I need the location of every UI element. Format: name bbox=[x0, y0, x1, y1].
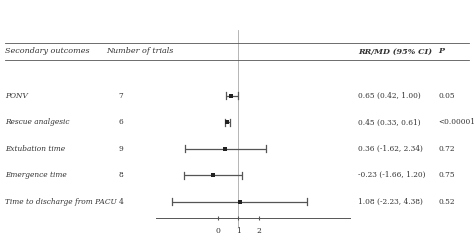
Text: 9: 9 bbox=[118, 145, 123, 153]
Text: 0.52: 0.52 bbox=[438, 198, 455, 206]
Text: Emergence time: Emergence time bbox=[5, 171, 66, 179]
Text: 0.75: 0.75 bbox=[438, 171, 455, 179]
Text: 0.45 (0.33, 0.61): 0.45 (0.33, 0.61) bbox=[358, 118, 420, 126]
Text: 6: 6 bbox=[118, 118, 123, 126]
Text: -0.23 (-1.66, 1.20): -0.23 (-1.66, 1.20) bbox=[358, 171, 425, 179]
Text: 7: 7 bbox=[118, 92, 123, 100]
Text: 0: 0 bbox=[215, 227, 220, 235]
Text: 4: 4 bbox=[118, 198, 123, 206]
Text: PONV: PONV bbox=[5, 92, 27, 100]
Text: <0.00001: <0.00001 bbox=[438, 118, 474, 126]
Text: 1: 1 bbox=[236, 227, 241, 235]
Text: 0.36 (-1.62, 2.34): 0.36 (-1.62, 2.34) bbox=[358, 145, 423, 153]
Text: P: P bbox=[438, 47, 445, 56]
Text: 8: 8 bbox=[118, 171, 123, 179]
Text: Extubation time: Extubation time bbox=[5, 145, 65, 153]
Text: Time to discharge from PACU: Time to discharge from PACU bbox=[5, 198, 117, 206]
Text: 2: 2 bbox=[256, 227, 261, 235]
Text: 0.05: 0.05 bbox=[438, 92, 455, 100]
Text: Number of trials: Number of trials bbox=[107, 47, 174, 56]
Text: RR/MD (95% CI): RR/MD (95% CI) bbox=[358, 47, 432, 56]
Text: Rescue analgesic: Rescue analgesic bbox=[5, 118, 69, 126]
Text: 0.65 (0.42, 1.00): 0.65 (0.42, 1.00) bbox=[358, 92, 420, 100]
Text: Secondary outcomes: Secondary outcomes bbox=[5, 47, 90, 56]
Text: 0.72: 0.72 bbox=[438, 145, 455, 153]
Text: 1.08 (-2.23, 4.38): 1.08 (-2.23, 4.38) bbox=[358, 198, 423, 206]
